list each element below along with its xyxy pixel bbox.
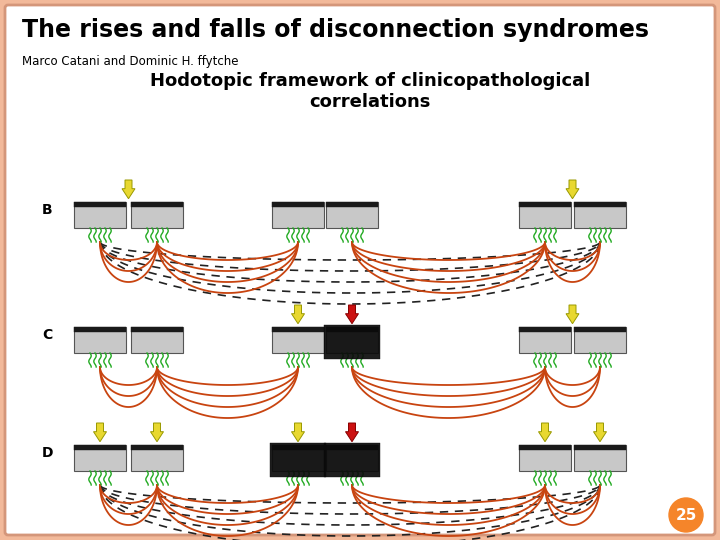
Bar (272, 202, 324, 207)
FancyBboxPatch shape (5, 5, 715, 535)
FancyArrow shape (539, 423, 552, 442)
FancyArrow shape (346, 423, 359, 442)
Bar (574, 202, 626, 228)
Text: C: C (42, 328, 53, 342)
Text: Marco Catani and Dominic H. ffytche: Marco Catani and Dominic H. ffytche (22, 55, 238, 68)
Bar (272, 202, 324, 228)
Bar (519, 445, 571, 471)
Bar (74, 445, 126, 471)
Circle shape (669, 498, 703, 532)
Bar (272, 445, 324, 450)
Bar (519, 445, 571, 450)
FancyArrow shape (566, 305, 579, 323)
Bar (574, 327, 626, 353)
Text: The rises and falls of disconnection syndromes: The rises and falls of disconnection syn… (22, 18, 649, 42)
Bar (131, 445, 183, 471)
Bar (519, 327, 571, 353)
Bar (131, 327, 183, 353)
Bar (574, 327, 626, 332)
FancyArrow shape (566, 180, 579, 199)
Bar (519, 202, 571, 228)
Bar (326, 202, 378, 207)
FancyArrow shape (150, 423, 163, 442)
Bar (270, 443, 326, 477)
Bar (519, 202, 571, 207)
Bar (326, 445, 378, 471)
Bar (131, 327, 183, 332)
Bar (326, 327, 378, 332)
FancyArrow shape (122, 180, 135, 199)
Bar (326, 445, 378, 450)
Bar (272, 327, 324, 332)
Text: 25: 25 (675, 508, 697, 523)
Bar (574, 445, 626, 471)
Bar (519, 327, 571, 332)
Bar (131, 202, 183, 207)
FancyArrow shape (292, 423, 305, 442)
Bar (74, 445, 126, 450)
FancyArrow shape (346, 305, 359, 323)
Bar (574, 202, 626, 207)
FancyArrow shape (94, 423, 107, 442)
Bar (324, 325, 380, 359)
Bar (272, 445, 324, 471)
Bar (74, 202, 126, 228)
Bar (326, 327, 378, 353)
Bar (131, 202, 183, 228)
Bar (74, 327, 126, 332)
Text: Hodotopic framework of clinicopathological
correlations: Hodotopic framework of clinicopathologic… (150, 72, 590, 111)
Text: B: B (42, 203, 53, 217)
Bar (74, 327, 126, 353)
Bar (131, 445, 183, 450)
Bar (326, 202, 378, 228)
FancyArrow shape (593, 423, 606, 442)
Bar (272, 327, 324, 353)
Bar (74, 202, 126, 207)
Text: D: D (42, 446, 53, 460)
FancyArrow shape (292, 305, 305, 323)
Bar (574, 445, 626, 450)
Bar (324, 443, 380, 477)
